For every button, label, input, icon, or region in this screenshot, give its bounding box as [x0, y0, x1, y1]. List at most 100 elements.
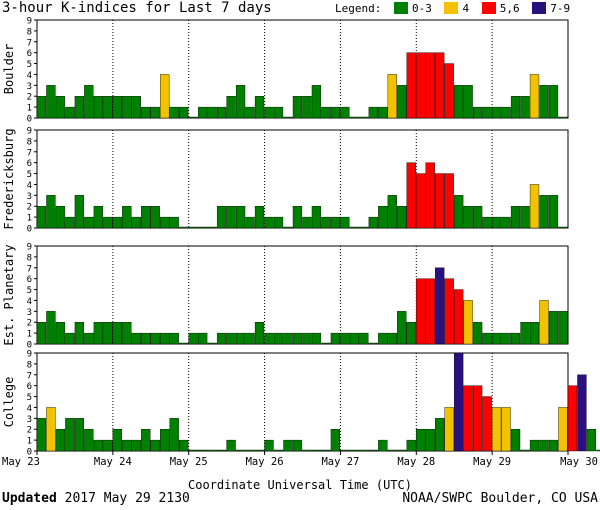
y-tick-label: 4: [27, 181, 32, 191]
kp-bar: [368, 106, 378, 119]
kp-bar: [482, 106, 492, 119]
kp-bar: [65, 332, 75, 345]
kp-bar: [160, 332, 170, 345]
kp-bar: [482, 332, 492, 345]
kp-bar: [292, 332, 303, 345]
kp-bar: [425, 52, 435, 119]
kp-bar: [454, 195, 464, 229]
y-tick-label: 8: [27, 137, 32, 147]
kp-bar: [84, 332, 94, 345]
kp-bar: [216, 106, 227, 119]
kp-bar: [112, 429, 122, 452]
kp-bar: [406, 52, 416, 119]
kp-bar: [378, 332, 388, 345]
kp-bar: [122, 322, 132, 345]
kp-bar: [36, 418, 47, 452]
kp-bar: [501, 106, 511, 119]
kp-bar: [264, 106, 274, 119]
kp-bar: [539, 85, 549, 119]
kp-bar: [150, 206, 160, 229]
kp-bar: [444, 63, 454, 119]
legend-swatch-7-9: [532, 2, 547, 14]
kp-bar: [472, 206, 483, 229]
kp-bar: [112, 322, 122, 345]
y-tick-label: 9: [27, 127, 32, 137]
y-tick-label: 7: [27, 38, 32, 48]
kp-bar: [93, 322, 103, 345]
kp-bar: [520, 449, 530, 452]
x-tick-label: May 27: [321, 456, 359, 468]
y-tick-label: 5: [27, 286, 32, 296]
y-tick-label: 1: [27, 437, 32, 447]
y-tick-label: 6: [27, 275, 32, 285]
legend-item-4: 4: [462, 2, 470, 15]
y-tick-label: 8: [27, 27, 32, 37]
kp-bar: [529, 439, 540, 452]
kp-bar: [264, 332, 274, 345]
y-tick-label: 3: [27, 192, 32, 202]
kp-bar: [112, 216, 122, 229]
x-tick-label: May 29: [473, 456, 511, 468]
kp-bar: [122, 439, 132, 452]
x-axis-title: Coordinate Universal Time (UTC): [188, 478, 412, 492]
legend-item-5-6: 5,6: [499, 2, 520, 15]
kp-bar: [103, 439, 113, 452]
kp-bar: [548, 85, 559, 119]
updated-label: Updated: [2, 491, 57, 506]
kp-bar: [472, 385, 483, 452]
kp-bar: [302, 216, 312, 229]
kp-bar: [435, 418, 445, 452]
kp-bar: [349, 116, 359, 119]
kp-bar: [463, 300, 473, 345]
kp-bar: [264, 439, 274, 452]
kp-bar: [406, 439, 416, 452]
kp-bar: [131, 216, 141, 229]
station-label: Fredericksburg: [2, 128, 16, 229]
kp-bar: [179, 342, 189, 345]
kp-bar: [74, 418, 85, 452]
kp-bar: [596, 449, 600, 452]
y-tick-label: 5: [27, 170, 32, 180]
kp-bar: [491, 106, 502, 119]
kp-bar: [36, 206, 47, 229]
kp-bar: [510, 96, 521, 119]
y-tick-label: 5: [27, 60, 32, 70]
kp-bar: [302, 449, 312, 452]
y-tick-label: 9: [27, 350, 32, 360]
kp-bar: [283, 116, 293, 119]
y-tick-label: 7: [27, 264, 32, 274]
kp-bar: [529, 184, 540, 229]
kp-bar: [397, 85, 407, 119]
kp-bar: [454, 85, 464, 119]
kp-bar: [74, 322, 85, 345]
kp-bar: [558, 226, 568, 229]
kp-bar: [36, 322, 47, 345]
x-tick-label: May 24: [94, 456, 132, 468]
kp-bar: [397, 206, 407, 229]
kp-bar: [510, 332, 521, 345]
kp-bar: [226, 439, 236, 452]
kp-bar: [160, 74, 170, 119]
kp-bar: [36, 96, 47, 119]
x-tick-label: May 26: [246, 456, 284, 468]
kp-bar: [179, 226, 189, 229]
kp-bar: [65, 106, 75, 119]
kp-bar: [131, 332, 141, 345]
kp-bar: [292, 439, 303, 452]
chart-title: 3-hour K-indices for Last 7 days: [2, 0, 272, 16]
kp-bar: [435, 173, 445, 229]
kp-bar: [93, 206, 103, 229]
kp-bar: [55, 96, 66, 119]
kp-bar: [283, 439, 293, 452]
kp-bar: [245, 106, 255, 119]
kp-bar: [463, 206, 473, 229]
kp-bar: [302, 96, 312, 119]
kp-bar: [321, 449, 331, 452]
y-tick-label: 1: [27, 104, 32, 114]
x-tick-label: May 23: [2, 456, 40, 468]
kp-bar: [340, 216, 350, 229]
kp-bar: [74, 96, 85, 119]
kp-bar: [235, 449, 246, 452]
kp-bar: [254, 449, 265, 452]
kp-bar: [226, 332, 236, 345]
